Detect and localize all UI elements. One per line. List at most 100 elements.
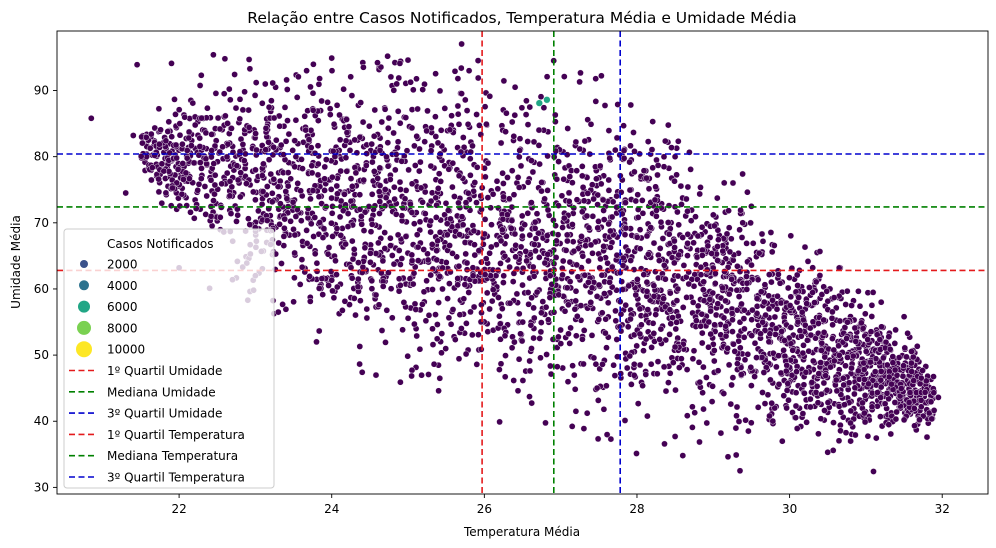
scatter-point — [370, 132, 378, 140]
scatter-point — [601, 102, 609, 109]
scatter-point — [650, 239, 658, 247]
scatter-point — [488, 221, 495, 229]
scatter-point — [473, 361, 481, 368]
scatter-point — [183, 154, 191, 162]
scatter-point — [319, 291, 327, 298]
scatter-point — [414, 257, 422, 264]
scatter-point — [408, 366, 416, 374]
scatter-point — [336, 111, 343, 119]
scatter-point — [745, 427, 752, 435]
scatter-point — [732, 451, 740, 459]
scatter-point — [455, 199, 462, 207]
scatter-point — [501, 332, 509, 340]
scatter-point — [176, 120, 184, 127]
scatter-point — [341, 190, 348, 198]
scatter-point — [398, 255, 406, 262]
scatter-point — [559, 271, 566, 279]
scatter-point — [698, 310, 706, 318]
scatter-point — [770, 242, 778, 249]
scatter-point — [428, 124, 435, 132]
scatter-point — [823, 386, 831, 394]
scatter-point — [497, 237, 505, 245]
scatter-point — [462, 350, 470, 358]
scatter-point — [883, 361, 891, 369]
scatter-point — [495, 294, 502, 301]
scatter-point — [158, 160, 166, 168]
scatter-point — [348, 183, 356, 190]
scatter-point — [612, 307, 619, 315]
scatter-point — [630, 129, 637, 136]
scatter-point — [337, 232, 345, 239]
scatter-point — [817, 359, 825, 366]
scatter-point — [513, 290, 521, 298]
scatter-point — [644, 412, 651, 420]
scatter-point — [771, 313, 779, 321]
scatter-point — [395, 275, 403, 283]
scatter-point — [599, 196, 607, 204]
scatter-point — [856, 302, 864, 310]
scatter-point — [536, 160, 543, 168]
scatter-point — [280, 233, 288, 240]
scatter-point — [818, 390, 825, 398]
scatter-point — [671, 433, 679, 440]
scatter-point — [258, 172, 266, 179]
scatter-point — [573, 261, 581, 269]
scatter-point — [900, 313, 908, 321]
scatter-point — [860, 366, 868, 373]
scatter-point — [255, 207, 262, 215]
scatter-point — [362, 162, 370, 169]
scatter-point — [651, 196, 659, 204]
scatter-point — [391, 166, 399, 174]
scatter-point — [829, 308, 836, 316]
scatter-point — [427, 147, 435, 155]
scatter-point — [448, 112, 455, 120]
scatter-point — [396, 119, 404, 127]
scatter-point — [593, 175, 600, 183]
scatter-point — [489, 286, 497, 294]
scatter-point — [560, 214, 568, 222]
scatter-point — [533, 288, 541, 296]
scatter-point — [814, 399, 822, 407]
scatter-point — [309, 106, 317, 114]
scatter-point — [514, 174, 522, 181]
scatter-point — [595, 218, 602, 225]
scatter-point — [670, 259, 678, 267]
scatter-point — [268, 198, 276, 206]
scatter-point — [316, 219, 324, 226]
scatter-point — [395, 287, 403, 295]
scatter-point — [258, 99, 266, 107]
scatter-point — [671, 237, 678, 245]
scatter-point — [855, 287, 862, 295]
scatter-point — [832, 304, 840, 312]
scatter-point — [511, 111, 519, 119]
scatter-point — [311, 250, 319, 258]
scatter-point — [239, 106, 247, 114]
scatter-point — [799, 410, 807, 417]
scatter-point — [792, 414, 800, 422]
scatter-point — [916, 416, 923, 424]
scatter-point — [527, 321, 535, 329]
scatter-point — [633, 342, 641, 350]
scatter-point — [510, 377, 518, 384]
scatter-point — [794, 282, 801, 289]
scatter-point — [178, 190, 186, 198]
scatter-point — [283, 86, 291, 93]
scatter-point — [666, 289, 674, 297]
scatter-point — [201, 183, 209, 190]
scatter-point — [148, 176, 155, 184]
scatter-point — [774, 292, 781, 300]
scatter-point — [487, 272, 494, 280]
scatter-point — [852, 338, 860, 345]
scatter-point — [467, 171, 474, 179]
scatter-point — [433, 256, 441, 264]
scatter-point — [632, 291, 640, 299]
scatter-point — [408, 124, 416, 132]
scatter-point — [501, 373, 509, 381]
scatter-point — [473, 199, 480, 206]
scatter-point — [748, 261, 755, 269]
scatter-point — [555, 291, 563, 299]
scatter-point — [703, 419, 711, 427]
scatter-point — [532, 247, 539, 255]
scatter-point — [753, 295, 761, 302]
scatter-point — [223, 169, 231, 177]
